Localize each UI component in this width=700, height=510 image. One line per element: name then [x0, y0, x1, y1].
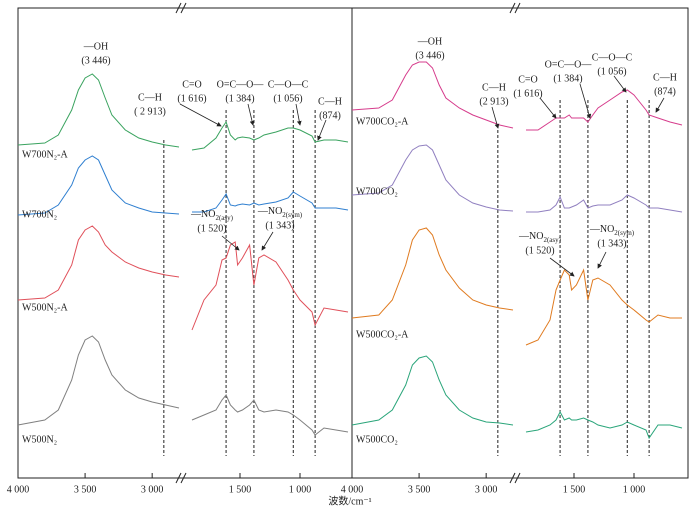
annotation-text: —NO: [589, 224, 614, 235]
annotation-subscript: 2(sym): [282, 211, 303, 219]
annotation: —OH: [83, 41, 108, 52]
annotation: C—O—C: [268, 79, 309, 90]
annotation-text: —NO: [257, 206, 282, 217]
annotation-arrow: [295, 103, 302, 126]
spectrum-line: [17, 73, 349, 151]
annotation: (1 616): [177, 93, 206, 104]
annotation: (1 384): [553, 73, 582, 84]
annotation-arrow: [247, 103, 255, 126]
axis-break: [180, 472, 187, 484]
annotation-text: —NO: [190, 209, 215, 220]
series-label: W700CO₂: [356, 186, 398, 197]
axis-break: [509, 2, 516, 14]
annotation: C—H: [653, 72, 677, 83]
annotation-arrow: [317, 119, 327, 141]
annotation: —OH: [417, 36, 442, 47]
series-label: W700N₂-A: [22, 149, 68, 160]
annotation: (3 446): [415, 50, 444, 61]
spectrum-line: [17, 335, 349, 436]
annotation: C=O: [518, 74, 538, 85]
series-label: W500N₂-A: [22, 302, 68, 313]
x-tick-label: 3 500: [74, 484, 97, 495]
annotation: (2 913): [479, 96, 508, 107]
annotation: C=O: [182, 79, 202, 90]
annotation-arrow: [655, 97, 665, 113]
axis-break: [180, 2, 187, 14]
annotation: C—H: [318, 96, 342, 107]
x-tick-label: 1 500: [229, 484, 252, 495]
x-axis-label: 波数/cm⁻¹: [328, 494, 371, 507]
spectrum-line: [17, 155, 349, 216]
annotation: —NO2(sym): [257, 206, 303, 218]
annotation: (1 520): [525, 245, 554, 256]
annotation-arrow: [597, 251, 607, 269]
annotation-arrow: [261, 231, 274, 251]
axis-break: [514, 2, 521, 14]
annotation: —NO2(sym): [589, 224, 635, 236]
axis-break: [175, 472, 182, 484]
annotation: (1 343): [265, 220, 294, 231]
annotation: (1 384): [225, 93, 254, 104]
spectrum-line: [351, 355, 683, 440]
annotation: O=C—O—: [217, 79, 265, 90]
axis-break: [175, 2, 182, 14]
annotation: (874): [654, 86, 676, 97]
series-label: W700CO₂-A: [356, 116, 409, 127]
annotation-subscript: 2(asy): [543, 236, 561, 244]
x-tick-label: 1 000: [289, 484, 312, 495]
annotation-text: —NO: [518, 231, 543, 242]
axis-break: [509, 472, 516, 484]
annotation: (3 446): [81, 55, 110, 66]
annotation: (874): [319, 110, 341, 121]
annotation-arrow: [539, 97, 557, 119]
annotation: (1 616): [513, 88, 542, 99]
series-label: W500CO₂: [356, 434, 398, 445]
x-tick-label: 3 000: [475, 484, 498, 495]
annotation: (1 056): [273, 93, 302, 104]
annotation-arrow: [549, 257, 575, 277]
x-tick-label: 4 000: [7, 484, 30, 495]
annotation: C—O—C: [592, 52, 633, 63]
spectrum-line: [17, 225, 349, 331]
annotation-arrow: [179, 103, 222, 127]
spectrum-line: [351, 227, 682, 346]
series-label: W500N₂: [22, 434, 57, 445]
x-tick-label: 4 000: [341, 484, 364, 495]
annotation: (1 520): [197, 223, 226, 234]
annotation-subscript: 2(sym): [614, 229, 635, 237]
annotation: (1 056): [597, 66, 626, 77]
annotation: O=C—O—: [545, 59, 593, 70]
annotation: C—H: [138, 92, 162, 103]
spectrum-line: [351, 144, 683, 213]
x-tick-label: 1 500: [563, 484, 586, 495]
annotation: C—H: [482, 82, 506, 93]
axis-break: [514, 472, 521, 484]
x-tick-label: 1 000: [623, 484, 646, 495]
annotation-subscript: 2(asy): [215, 214, 233, 222]
annotation: —NO2(asy): [518, 231, 562, 243]
x-tick-label: 3 500: [408, 484, 431, 495]
series-label: W700N₂: [22, 209, 57, 220]
annotation-arrow: [613, 75, 627, 93]
plot-frame: [17, 7, 689, 479]
annotation: (1 343): [597, 238, 626, 249]
series-label: W500CO₂-A: [356, 329, 409, 340]
annotation-arrow: [579, 83, 592, 119]
annotation: —NO2(asy): [190, 209, 234, 221]
annotation-arrow: [491, 106, 500, 129]
x-tick-label: 3 000: [141, 484, 164, 495]
annotation: ( 2 913): [134, 106, 166, 117]
annotation-arrow: [221, 235, 240, 251]
